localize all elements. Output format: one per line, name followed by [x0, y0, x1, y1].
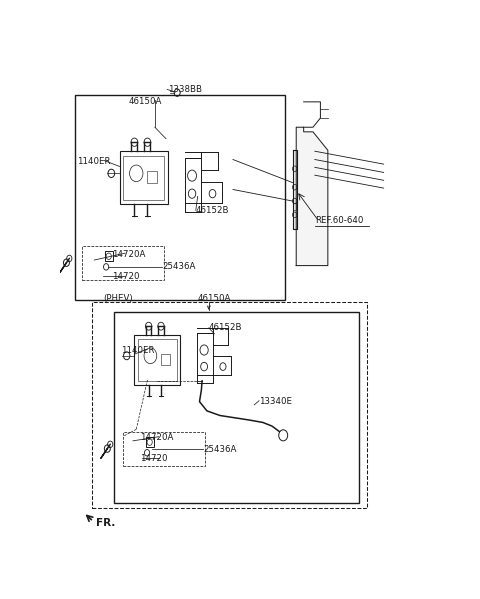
Bar	[197, 334, 213, 375]
Text: FR.: FR.	[96, 518, 116, 528]
Bar	[92, 302, 367, 508]
Text: 14720: 14720	[140, 454, 168, 463]
Bar	[134, 335, 180, 385]
Bar	[83, 246, 164, 280]
Bar	[120, 152, 168, 204]
Text: (PHEV): (PHEV)	[103, 294, 132, 303]
Bar	[105, 251, 113, 261]
Bar	[114, 311, 360, 503]
Bar	[161, 353, 170, 365]
Bar	[138, 340, 177, 381]
Text: 25436A: 25436A	[203, 444, 237, 453]
Bar	[147, 171, 157, 183]
Bar	[123, 432, 205, 466]
Text: 13340E: 13340E	[259, 397, 292, 406]
Text: 1140ER: 1140ER	[77, 158, 110, 167]
Polygon shape	[296, 127, 328, 265]
Text: 46150A: 46150A	[129, 98, 162, 107]
Text: 14720: 14720	[112, 272, 140, 281]
Bar	[293, 203, 296, 210]
Polygon shape	[292, 150, 297, 229]
Text: 25436A: 25436A	[162, 262, 196, 271]
Bar	[185, 158, 202, 202]
Text: 14720A: 14720A	[140, 433, 173, 442]
Bar	[75, 95, 285, 300]
Text: 46152B: 46152B	[209, 323, 242, 332]
Text: 14720A: 14720A	[112, 250, 145, 259]
Bar	[145, 437, 154, 447]
Text: 1140ER: 1140ER	[121, 346, 155, 355]
Text: REF.60-640: REF.60-640	[315, 216, 363, 225]
Text: 1338BB: 1338BB	[168, 85, 202, 94]
Bar	[123, 156, 164, 200]
Text: 46152B: 46152B	[196, 205, 229, 215]
Text: 46150A: 46150A	[198, 294, 231, 303]
